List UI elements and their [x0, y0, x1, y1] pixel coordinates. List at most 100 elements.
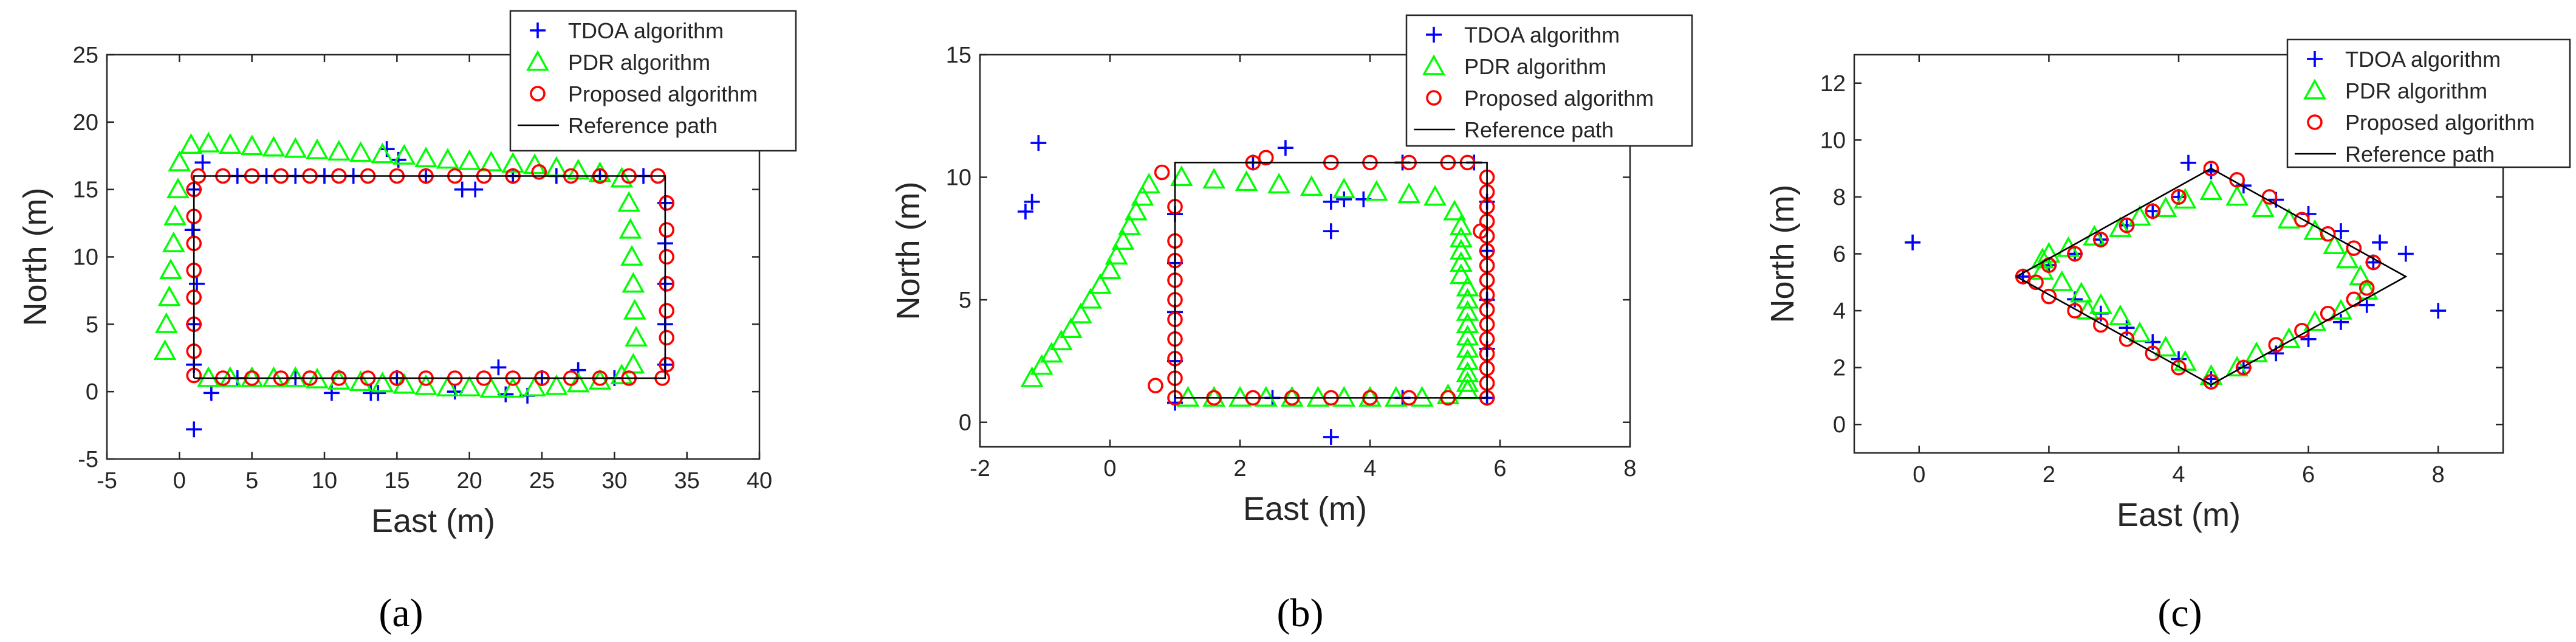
plus-point [370, 385, 386, 401]
y-tick-label: 5 [959, 288, 971, 313]
triangle-point [166, 178, 190, 199]
circle-point [2171, 189, 2187, 205]
triangle-point [1170, 165, 1193, 187]
triangle-point [1267, 173, 1291, 194]
plus-point [2180, 154, 2197, 171]
circle-point [2067, 303, 2083, 319]
legend: TDOA algorithm PDR algorithm Proposed algo… [509, 10, 797, 152]
x-tick-label: 4 [1363, 456, 1376, 481]
plus-point [1336, 191, 1352, 207]
circle-point [1148, 378, 1163, 394]
y-tick-label: 25 [73, 43, 98, 68]
triangle-point [1456, 378, 1479, 399]
plus-point [194, 154, 211, 171]
triangle-point [2303, 219, 2327, 240]
triangle-point [1449, 214, 1473, 235]
legend-label: TDOA algorithm [568, 18, 724, 43]
triangle-point [349, 141, 372, 162]
plus-point [1024, 193, 1040, 210]
plus-point [2358, 297, 2375, 313]
x-tick-label: 4 [2172, 462, 2185, 488]
x-tick-label: 2 [2043, 462, 2055, 488]
y-tick-label: -5 [78, 447, 98, 472]
triangle-point [1300, 175, 1323, 196]
triangle-point [1306, 385, 1330, 407]
triangle-point [1049, 330, 1073, 351]
legend-label: PDR algorithm [2345, 78, 2487, 103]
plus-point [1323, 223, 1339, 240]
triangle-point [168, 150, 191, 171]
triangle-point [2323, 233, 2346, 254]
triangle-point [327, 140, 351, 161]
circle-point [2119, 331, 2135, 347]
triangle-point [1254, 385, 1278, 407]
triangle-point [284, 137, 307, 158]
circle-point [2093, 232, 2109, 247]
y-tick-label: 15 [946, 43, 971, 68]
triangle-point [163, 204, 187, 226]
triangle-point [2076, 299, 2100, 320]
legend-circle-marker [1426, 90, 1442, 106]
x-tick-label: 30 [601, 468, 627, 494]
reference-path-line [1174, 162, 1488, 399]
triangle-point [1098, 258, 1122, 280]
legend-label: Proposed algorithm [2345, 110, 2535, 135]
triangle-point [2089, 293, 2112, 314]
legend-label: PDR algorithm [568, 50, 710, 75]
triangle-point [197, 366, 220, 387]
triangle-point [588, 368, 612, 390]
series-proposed-algorithm [186, 164, 675, 386]
series-tdoa-algorithm [1905, 154, 2447, 387]
triangle-point [159, 258, 182, 280]
circle-point [2145, 345, 2161, 362]
x-tick-label: 40 [747, 468, 772, 494]
x-tick-label: 0 [1103, 456, 1116, 481]
legend-box [2286, 38, 2571, 168]
triangle-point [1443, 199, 1466, 221]
triangle-point [457, 376, 481, 397]
triangle-point [1449, 226, 1473, 247]
triangle-point [1456, 288, 1479, 309]
triangle-point [179, 133, 203, 154]
plot-area [979, 54, 1631, 448]
y-axis-label: North (m) [890, 182, 927, 320]
x-axis-label: East (m) [2117, 497, 2241, 533]
triangle-point [479, 377, 503, 398]
plus-point [188, 275, 205, 292]
x-tick-label: 8 [2432, 462, 2445, 488]
triangle-point [218, 366, 242, 387]
triangle-point [2069, 281, 2093, 303]
triangle-point [1235, 170, 1258, 192]
legend: TDOA algorithm PDR algorithm Proposed algo… [2286, 38, 2571, 168]
plus-point [1030, 135, 1047, 151]
x-axis-label: East (m) [371, 503, 495, 539]
x-tick-label: 15 [384, 468, 409, 494]
triangle-point [197, 131, 220, 153]
circle-point [659, 357, 675, 373]
panel-label: (c) [2157, 591, 2202, 635]
triangle-point [306, 138, 329, 159]
plus-point [184, 222, 200, 238]
legend-triangle-marker [2303, 78, 2326, 100]
legend-label: Proposed algorithm [568, 81, 758, 106]
triangle-point [501, 377, 525, 398]
x-tick-label: 6 [2302, 462, 2315, 488]
x-tick-label: -2 [970, 456, 990, 481]
triangle-point [1423, 185, 1447, 206]
triangle-point [162, 231, 185, 252]
plus-point [186, 421, 202, 438]
triangle-point [2154, 196, 2177, 218]
legend-label: TDOA algorithm [1464, 22, 1620, 47]
circle-point [1258, 150, 1274, 166]
triangle-point [2173, 188, 2197, 209]
triangle-point [1456, 300, 1479, 321]
circle-point [2041, 288, 2057, 305]
plus-point [467, 181, 484, 198]
triangle-point [218, 133, 242, 154]
y-tick-label: 8 [1833, 185, 1846, 210]
panel-b: -2 0 2 4 6 8 0 5 10 15 East (m) North (m) TDOA algor… [890, 14, 1693, 635]
triangle-point [617, 191, 641, 212]
x-tick-label: 20 [457, 468, 482, 494]
x-tick-label: 2 [1233, 456, 1246, 481]
